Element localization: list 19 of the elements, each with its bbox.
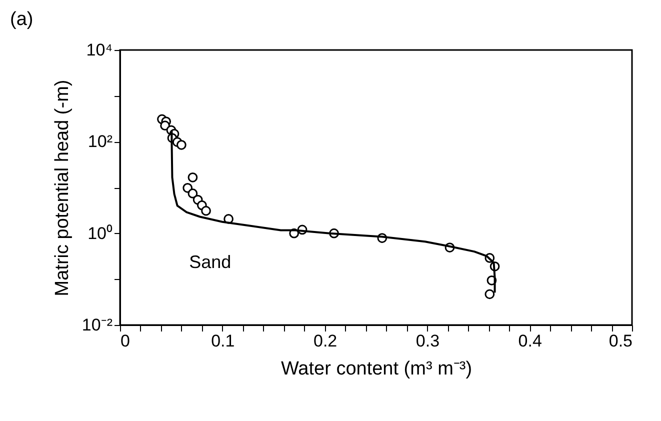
x-tick-label: 0.3 <box>416 332 440 350</box>
x-tick-label: 0.5 <box>608 332 632 350</box>
y-tick-label: 10⁻² <box>82 316 113 334</box>
point <box>188 188 198 198</box>
x-axis-title: Water content (m³ m⁻³) <box>280 358 472 380</box>
y-tick-label: 10⁴ <box>86 40 112 60</box>
point <box>201 206 211 216</box>
y-tick-label: 10² <box>88 132 113 152</box>
chart-title: (a) <box>10 9 34 30</box>
annotation: Sand <box>189 252 232 272</box>
x-tick-label: 0.2 <box>313 332 338 350</box>
x-tick-label: 0.1 <box>211 332 235 350</box>
point <box>176 140 186 150</box>
point <box>484 289 495 300</box>
x-tick-label: 0.4 <box>518 332 542 350</box>
y-tick-label: 10⁰ <box>88 224 112 243</box>
y-axis-title: Matric potential head (-m) <box>52 80 73 296</box>
point <box>188 172 198 182</box>
x-tick-label: 0 <box>120 332 130 350</box>
